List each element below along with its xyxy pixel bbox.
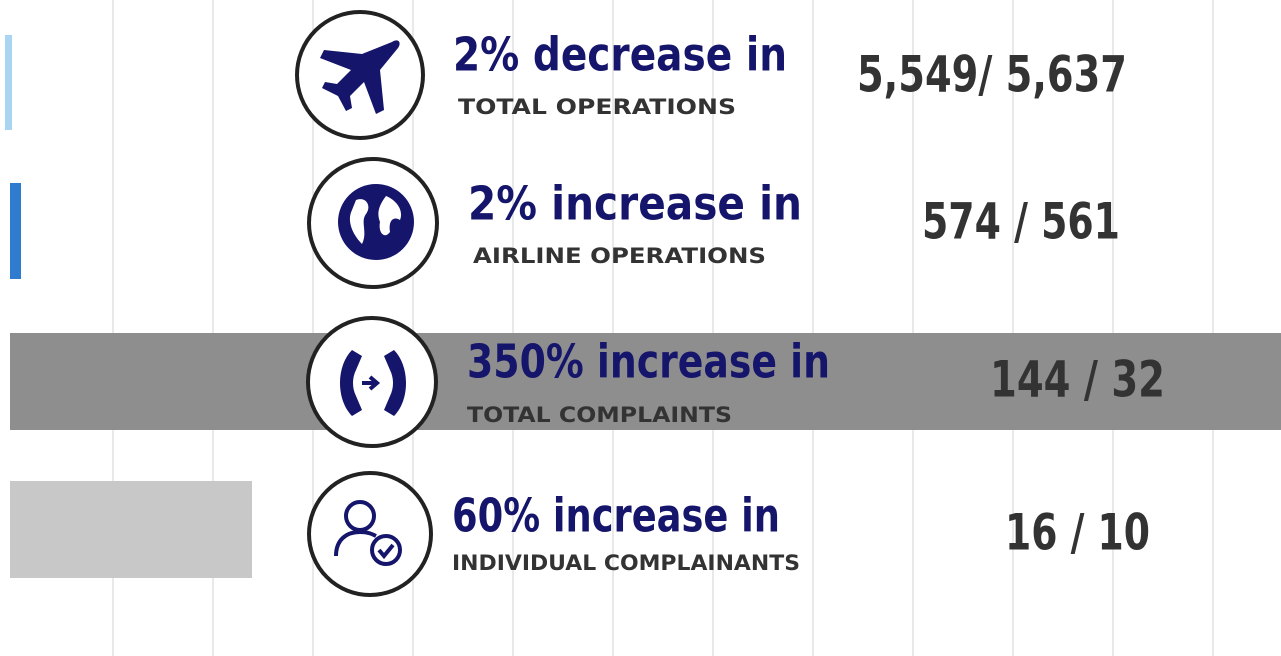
figures: 574 / 561 <box>922 193 1120 251</box>
figures: 5,549/ 5,637 <box>857 46 1127 104</box>
label: TOTAL OPERATIONS <box>458 95 736 119</box>
label: TOTAL COMPLAINTS <box>467 403 732 427</box>
plane-icon <box>320 40 400 114</box>
row: 60% increase in INDIVIDUAL COMPLAINANTS … <box>307 471 1150 597</box>
headline: 2% increase in <box>468 177 802 231</box>
background-bar <box>10 333 1281 430</box>
globe-land <box>349 196 402 244</box>
figures: 16 / 10 <box>1005 504 1150 562</box>
label: AIRLINE OPERATIONS <box>473 244 766 268</box>
phone-icon <box>384 350 406 416</box>
row: 350% increase in TOTAL COMPLAINTS 144 / … <box>306 316 1165 448</box>
label: INDIVIDUAL COMPLAINANTS <box>452 551 800 575</box>
background-bar <box>10 183 21 279</box>
headline: 2% decrease in <box>453 28 787 82</box>
headline: 350% increase in <box>467 335 830 389</box>
background-bar <box>10 481 252 578</box>
globe-icon <box>338 184 414 260</box>
row: 2% increase in AIRLINE OPERATIONS 574 / … <box>307 157 1120 289</box>
headline: 60% increase in <box>452 489 780 543</box>
arrow-icon <box>362 375 381 391</box>
row: 2% decrease in TOTAL OPERATIONS 5,549/ 5… <box>295 10 1127 140</box>
figures: 144 / 32 <box>990 351 1165 409</box>
background-bar <box>5 35 12 130</box>
phone-icon <box>340 350 362 416</box>
person-icon <box>334 500 402 566</box>
